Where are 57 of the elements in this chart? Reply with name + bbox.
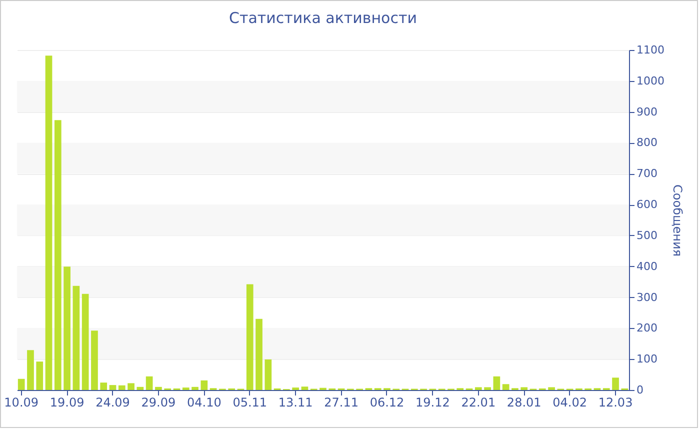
y-tick-label: 1000: [636, 74, 664, 88]
bar: [100, 382, 108, 390]
y-axis-title: Сообщения: [670, 184, 684, 257]
x-tick-label: 04.02: [552, 396, 587, 410]
y-tick-label: 400: [636, 260, 658, 273]
x-tick-label: 22.01: [461, 396, 496, 410]
x-tick-label: 19.12: [416, 396, 450, 410]
bar: [264, 359, 272, 390]
y-tick-label: 800: [636, 136, 658, 150]
y-tick-label: 200: [636, 322, 658, 335]
x-tick-label: 19.09: [50, 396, 84, 410]
x-tick-label: 06.12: [370, 396, 404, 410]
x-tick-label: 10.09: [4, 396, 39, 410]
y-tick-label: 700: [636, 167, 658, 180]
y-tick-label: 100: [636, 352, 658, 366]
bar: [18, 378, 25, 390]
bar: [484, 387, 491, 390]
bar: [36, 362, 44, 390]
y-tick-label: 300: [636, 290, 658, 304]
y-tick-label: 0: [636, 384, 644, 396]
bar: [109, 385, 116, 390]
bar: [246, 284, 254, 390]
bar: [548, 387, 555, 390]
bar: [520, 387, 528, 390]
x-tick-label: 27.11: [324, 396, 358, 410]
bar: [91, 330, 98, 390]
bar: [192, 386, 198, 390]
bar: [45, 56, 52, 390]
bar: [146, 376, 153, 390]
x-tick-label: 29.09: [141, 396, 176, 410]
bar: [301, 386, 308, 390]
chart-title: Статистика активности: [229, 9, 417, 27]
x-tick-label: 05.11: [232, 396, 268, 410]
bar: [54, 120, 62, 390]
bar: [118, 385, 126, 390]
x-tick-label: 24.09: [96, 396, 130, 410]
bar: [474, 387, 482, 390]
bar: [27, 350, 34, 390]
bar: [200, 380, 208, 390]
bar: [128, 383, 134, 390]
x-tick-label: 04.10: [186, 396, 222, 410]
x-tick-label: 13.11: [278, 396, 313, 410]
y-tick-label: 600: [636, 198, 658, 212]
bar: [155, 386, 162, 390]
bar: [502, 384, 510, 390]
bar: [64, 266, 70, 390]
x-tick-label: 12.03: [598, 396, 633, 410]
bar: [493, 376, 500, 390]
bar: [72, 286, 80, 390]
bar: [612, 378, 619, 390]
y-tick-label: 1100: [636, 44, 664, 56]
bar: [256, 318, 262, 390]
y-tick-label: 500: [636, 228, 658, 242]
bar: [82, 294, 89, 390]
x-tick-label: 28.01: [506, 396, 542, 410]
y-tick-label: 900: [636, 105, 658, 118]
bar: [136, 386, 144, 390]
